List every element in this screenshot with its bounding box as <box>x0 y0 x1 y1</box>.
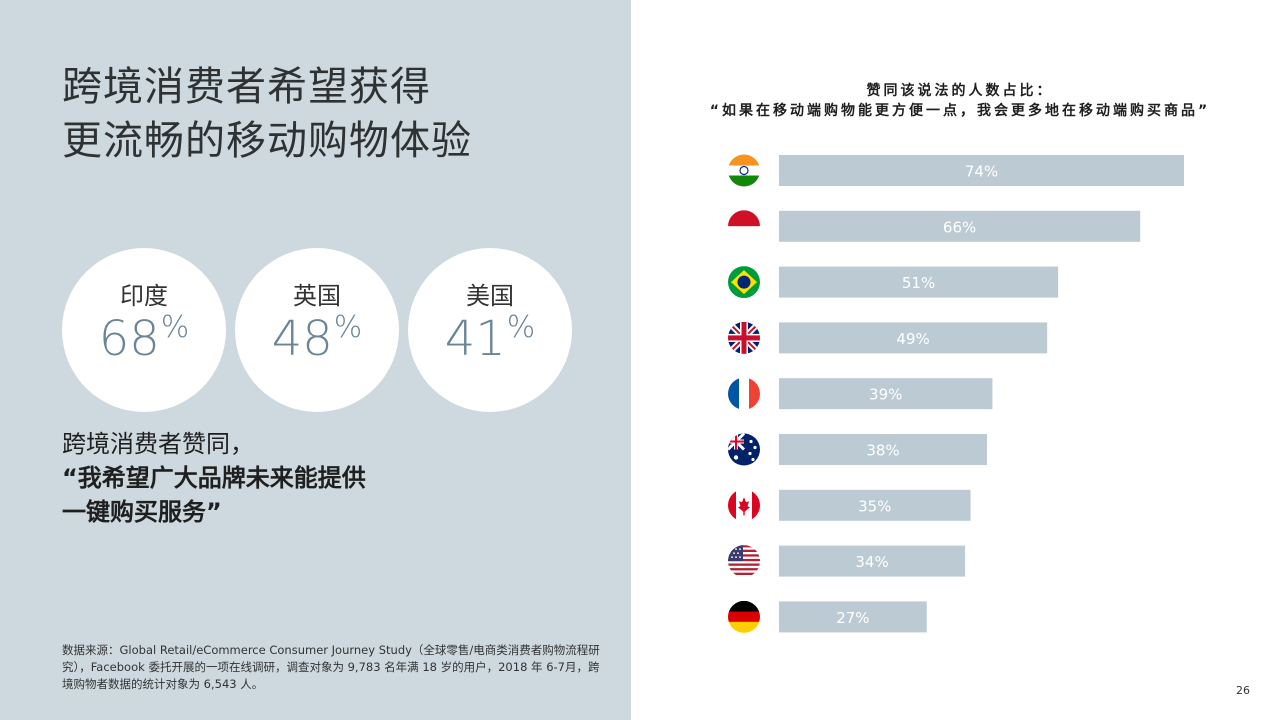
australia-flag-icon <box>728 433 760 466</box>
stat-circle-india: 印度 68% <box>62 248 226 412</box>
bar-united-states <box>779 545 966 577</box>
bar-value-label: 51% <box>902 274 935 292</box>
stat-value: 41% <box>444 310 536 367</box>
stat-circle-uk: 英国 48% <box>235 248 399 412</box>
bar-brazil <box>779 266 1059 298</box>
bar-value-label: 49% <box>896 330 929 348</box>
bar-value-label: 35% <box>858 497 891 515</box>
brazil-flag-icon <box>728 266 760 299</box>
source-note: 数据来源：Global Retail/eCommerce Consumer Jo… <box>62 643 600 691</box>
germany-flag-icon <box>728 600 760 633</box>
france-flag-icon <box>728 377 760 410</box>
bar-united-kingdom <box>779 322 1048 354</box>
chart-title-line2: “如果在移动端购物能更方便一点，我会更多地在移动端购买商品” <box>709 103 1211 119</box>
bar-value-label: 27% <box>836 609 869 627</box>
stat-circle-us: 美国 41% <box>408 248 572 412</box>
page-title: 跨境消费者希望获得 更流畅的移动购物体验 <box>62 60 472 168</box>
page-number: 26 <box>1236 684 1250 697</box>
bar-value-label: 39% <box>869 386 902 404</box>
uk-flag-icon <box>728 321 760 354</box>
stat-country: 英国 <box>293 282 341 310</box>
bar-value-label: 74% <box>965 163 998 181</box>
bar-indonesia <box>779 210 1141 242</box>
bar-france <box>779 378 993 410</box>
bar-value-label: 38% <box>866 442 899 460</box>
chart-title-line1: 赞同该说法的人数占比： <box>866 83 1054 99</box>
stat-value: 68% <box>98 310 190 367</box>
title-line: 跨境消费者希望获得 <box>62 64 431 110</box>
stat-country: 美国 <box>466 282 514 310</box>
indonesia-flag-icon <box>728 210 760 243</box>
quote-line: “我希望广大品牌未来能提供 <box>62 464 366 492</box>
bar-value-label: 34% <box>855 553 888 571</box>
india-flag-icon <box>728 154 760 187</box>
canada-flag-icon <box>728 489 760 522</box>
quote-block: 跨境消费者赞同， “我希望广大品牌未来能提供 一键购买服务” <box>62 427 366 529</box>
stat-value: 48% <box>271 310 363 367</box>
quote-line: 一键购买服务” <box>62 498 222 526</box>
title-line: 更流畅的移动购物体验 <box>62 118 472 164</box>
bar-india <box>779 155 1185 186</box>
left-panel: 跨境消费者希望获得 更流畅的移动购物体验 印度 68% 英国 48% 美国 41… <box>0 0 631 720</box>
stat-country: 印度 <box>120 282 168 310</box>
bar-germany <box>779 601 927 633</box>
bar-australia <box>779 434 987 465</box>
bar-value-label: 66% <box>943 218 976 236</box>
quote-lead: 跨境消费者赞同， <box>62 430 254 458</box>
usa-flag-icon <box>728 545 760 578</box>
bar-canada <box>779 489 971 521</box>
